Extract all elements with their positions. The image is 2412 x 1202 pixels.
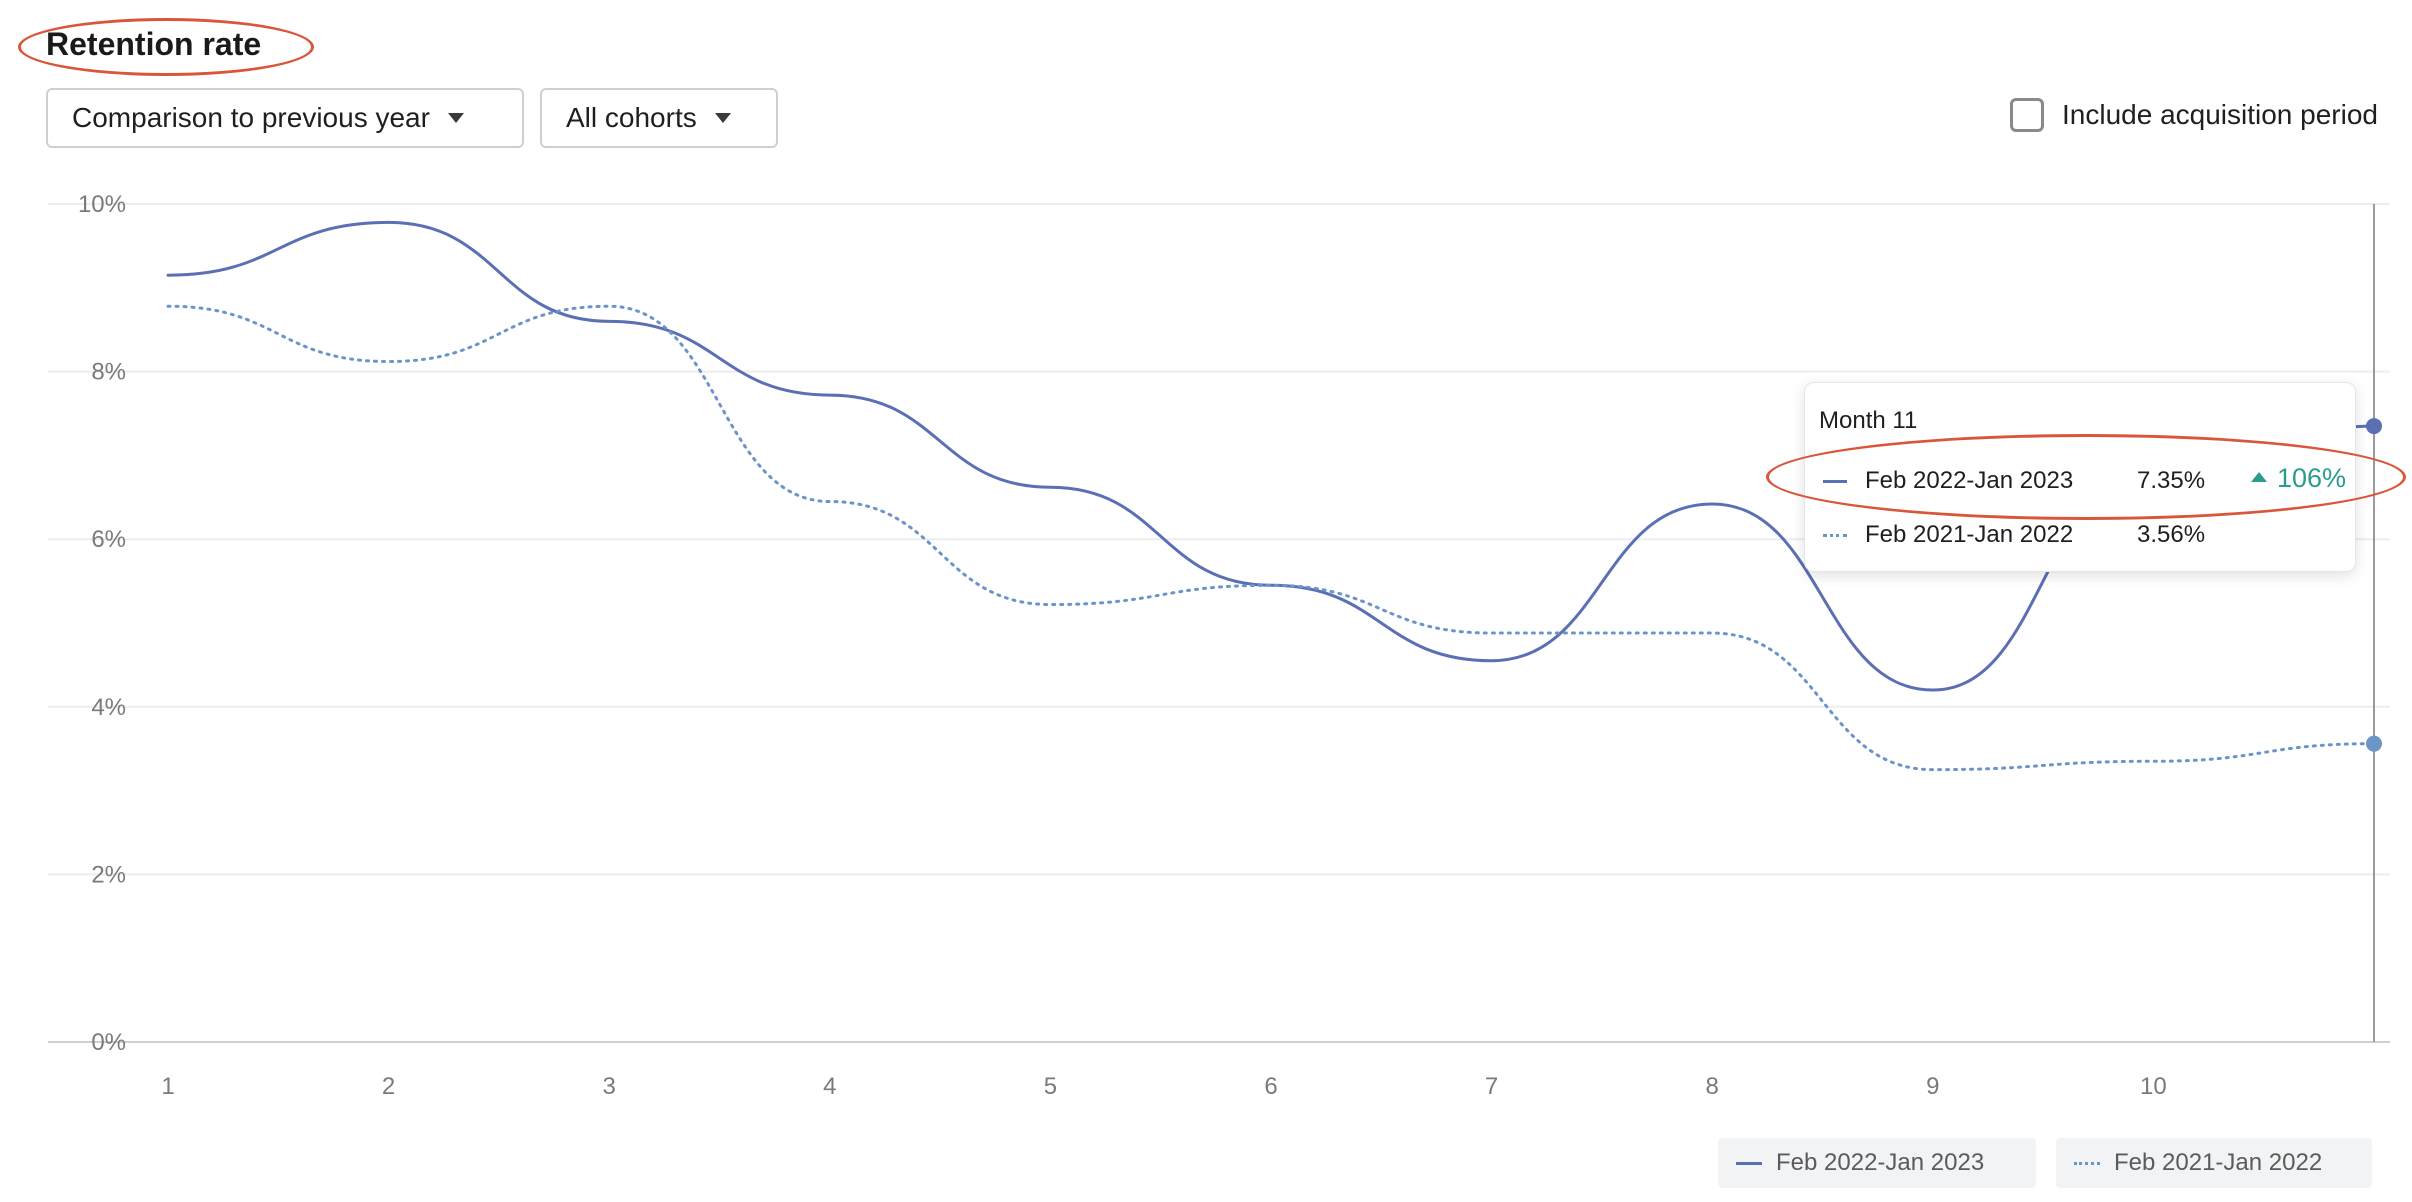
y-tick-label: 6%	[91, 526, 126, 553]
tooltip-row-annotation-ellipse	[1766, 434, 2406, 520]
checkbox-icon[interactable]	[2010, 98, 2044, 132]
x-tick-label: 9	[1926, 1073, 1939, 1100]
solid-line-swatch-icon	[1736, 1161, 1762, 1165]
chart-series	[166, 220, 2376, 772]
chart-grid	[48, 203, 2390, 1043]
comparison-dropdown-label: Comparison to previous year	[72, 102, 430, 133]
legend-label: Feb 2021-Jan 2022	[2114, 1149, 2323, 1176]
chevron-down-icon	[447, 113, 464, 123]
x-tick-label: 8	[1706, 1073, 1719, 1100]
tooltip-series-value: 3.56%	[2137, 521, 2206, 548]
y-tick-label: 0%	[91, 1029, 126, 1056]
cohort-dropdown[interactable]: All cohorts	[540, 88, 778, 148]
tooltip-row-previous: Feb 2021-Jan 2022 3.56%	[1819, 515, 2349, 555]
x-tick-label: 7	[1485, 1073, 1498, 1100]
cohort-dropdown-label: All cohorts	[566, 102, 697, 133]
x-tick-label: 5	[1044, 1073, 1057, 1100]
series-line-previous	[166, 304, 2376, 772]
comparison-dropdown[interactable]: Comparison to previous year	[46, 88, 524, 148]
x-tick-label: 10	[2140, 1073, 2167, 1100]
x-axis-ticks: 1 2 3 4 5 6 7 8 9 10	[161, 1073, 2166, 1100]
legend-label: Feb 2022-Jan 2023	[1776, 1149, 1985, 1176]
y-tick-label: 2%	[91, 861, 126, 888]
tooltip-series-name: Feb 2021-Jan 2022	[1865, 521, 2074, 548]
legend-item-current[interactable]: Feb 2022-Jan 2023	[1718, 1138, 2036, 1188]
chevron-down-icon	[714, 113, 731, 123]
data-point-current	[2366, 418, 2382, 435]
y-tick-label: 8%	[91, 359, 126, 386]
dotted-line-swatch-icon	[1823, 534, 1847, 537]
x-tick-label: 4	[823, 1073, 836, 1100]
legend-item-previous[interactable]: Feb 2021-Jan 2022	[2056, 1138, 2372, 1188]
tooltip-title: Month 11	[1819, 407, 1918, 434]
data-point-previous	[2366, 735, 2382, 752]
title-annotation-ellipse	[18, 18, 314, 76]
y-tick-label: 10%	[78, 191, 126, 218]
x-tick-label: 6	[1264, 1073, 1277, 1100]
y-axis-ticks: 0% 2% 4% 6% 8% 10%	[78, 191, 126, 1056]
x-tick-label: 3	[603, 1073, 616, 1100]
x-tick-label: 2	[382, 1073, 395, 1100]
y-tick-label: 4%	[91, 694, 126, 721]
x-tick-label: 1	[161, 1073, 174, 1100]
checkbox-label: Include acquisition period	[2062, 99, 2378, 130]
dotted-line-swatch-icon	[2074, 1161, 2100, 1165]
chart-points	[2366, 418, 2382, 752]
series-line-current	[166, 220, 2376, 692]
include-acquisition-toggle[interactable]: Include acquisition period	[2010, 98, 2378, 132]
